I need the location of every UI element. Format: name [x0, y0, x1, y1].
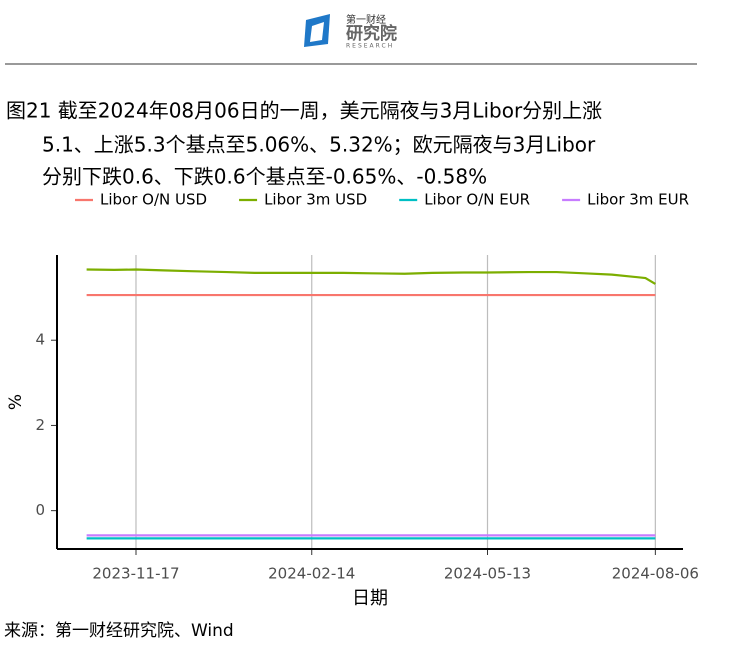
- chart-title: 图21 截至2024年08月06日的一周，美元隔夜与3月Libor分别上涨: [6, 99, 602, 123]
- x-tick-label: 2024-05-13: [444, 565, 531, 583]
- y-tick-label: 2: [35, 416, 45, 434]
- legend-label: Libor 3m USD: [264, 191, 367, 209]
- y-tick-label: 0: [35, 501, 45, 519]
- chart-title: 分别下跌0.6、下跌0.6个基点至-0.65%、-0.58%: [42, 165, 487, 189]
- x-tick-label: 2024-08-06: [612, 565, 699, 583]
- logo-small: 第一财经: [346, 13, 386, 26]
- source: 来源：第一财经研究院、Wind: [4, 621, 234, 641]
- logo: 第一财经 研究院 RESEARCH: [304, 13, 397, 50]
- x-axis-label: 日期: [352, 588, 388, 609]
- x-tick-label: 2023-11-17: [92, 565, 179, 583]
- legend-label: Libor O/N EUR: [424, 191, 530, 209]
- chart-title: 5.1、上涨5.3个基点至5.06%、5.32%；欧元隔夜与3月Libor: [42, 133, 596, 157]
- legend-label: Libor 3m EUR: [587, 191, 689, 209]
- logo-main: 研究院: [346, 23, 397, 44]
- x-tick-label: 2024-02-14: [268, 565, 355, 583]
- line-series: [86, 268, 656, 285]
- y-tick-label: 4: [35, 331, 45, 349]
- y-axis-label: %: [6, 394, 26, 410]
- legend-label: Libor O/N USD: [100, 191, 207, 209]
- logo-icon-inner: [310, 22, 324, 42]
- logo-sub: RESEARCH: [346, 43, 394, 50]
